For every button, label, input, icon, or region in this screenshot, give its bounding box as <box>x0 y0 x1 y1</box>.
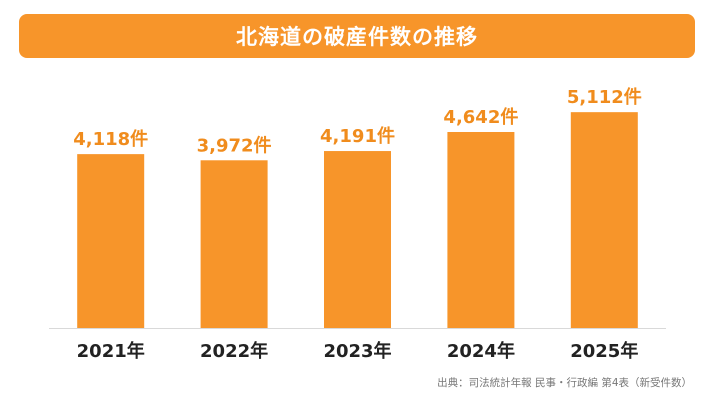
data-label: 3,972件 <box>197 134 272 156</box>
bar-2022年 <box>200 160 268 328</box>
x-tick-label: 2025年 <box>570 340 638 362</box>
x-tick-label: 2023年 <box>323 340 391 362</box>
data-label: 4,118件 <box>73 128 148 150</box>
bar-2021年 <box>77 154 145 328</box>
bar-2025年 <box>570 112 638 328</box>
x-tick-label: 2024年 <box>447 340 515 362</box>
data-label: 4,642件 <box>443 106 518 128</box>
chart-title: 北海道の破産件数の推移 <box>236 25 478 49</box>
bar-2023年 <box>324 151 391 328</box>
x-tick-label: 2021年 <box>77 340 145 362</box>
data-label: 4,191件 <box>320 125 395 147</box>
source-note: 出典：司法統計年報 民事・行政編 第4表（新受件数） <box>437 377 692 389</box>
data-label: 5,112件 <box>567 86 642 108</box>
x-tick-label: 2022年 <box>200 340 268 362</box>
title-banner: 北海道の破産件数の推移 <box>19 14 695 58</box>
bar-2024年 <box>447 132 515 328</box>
